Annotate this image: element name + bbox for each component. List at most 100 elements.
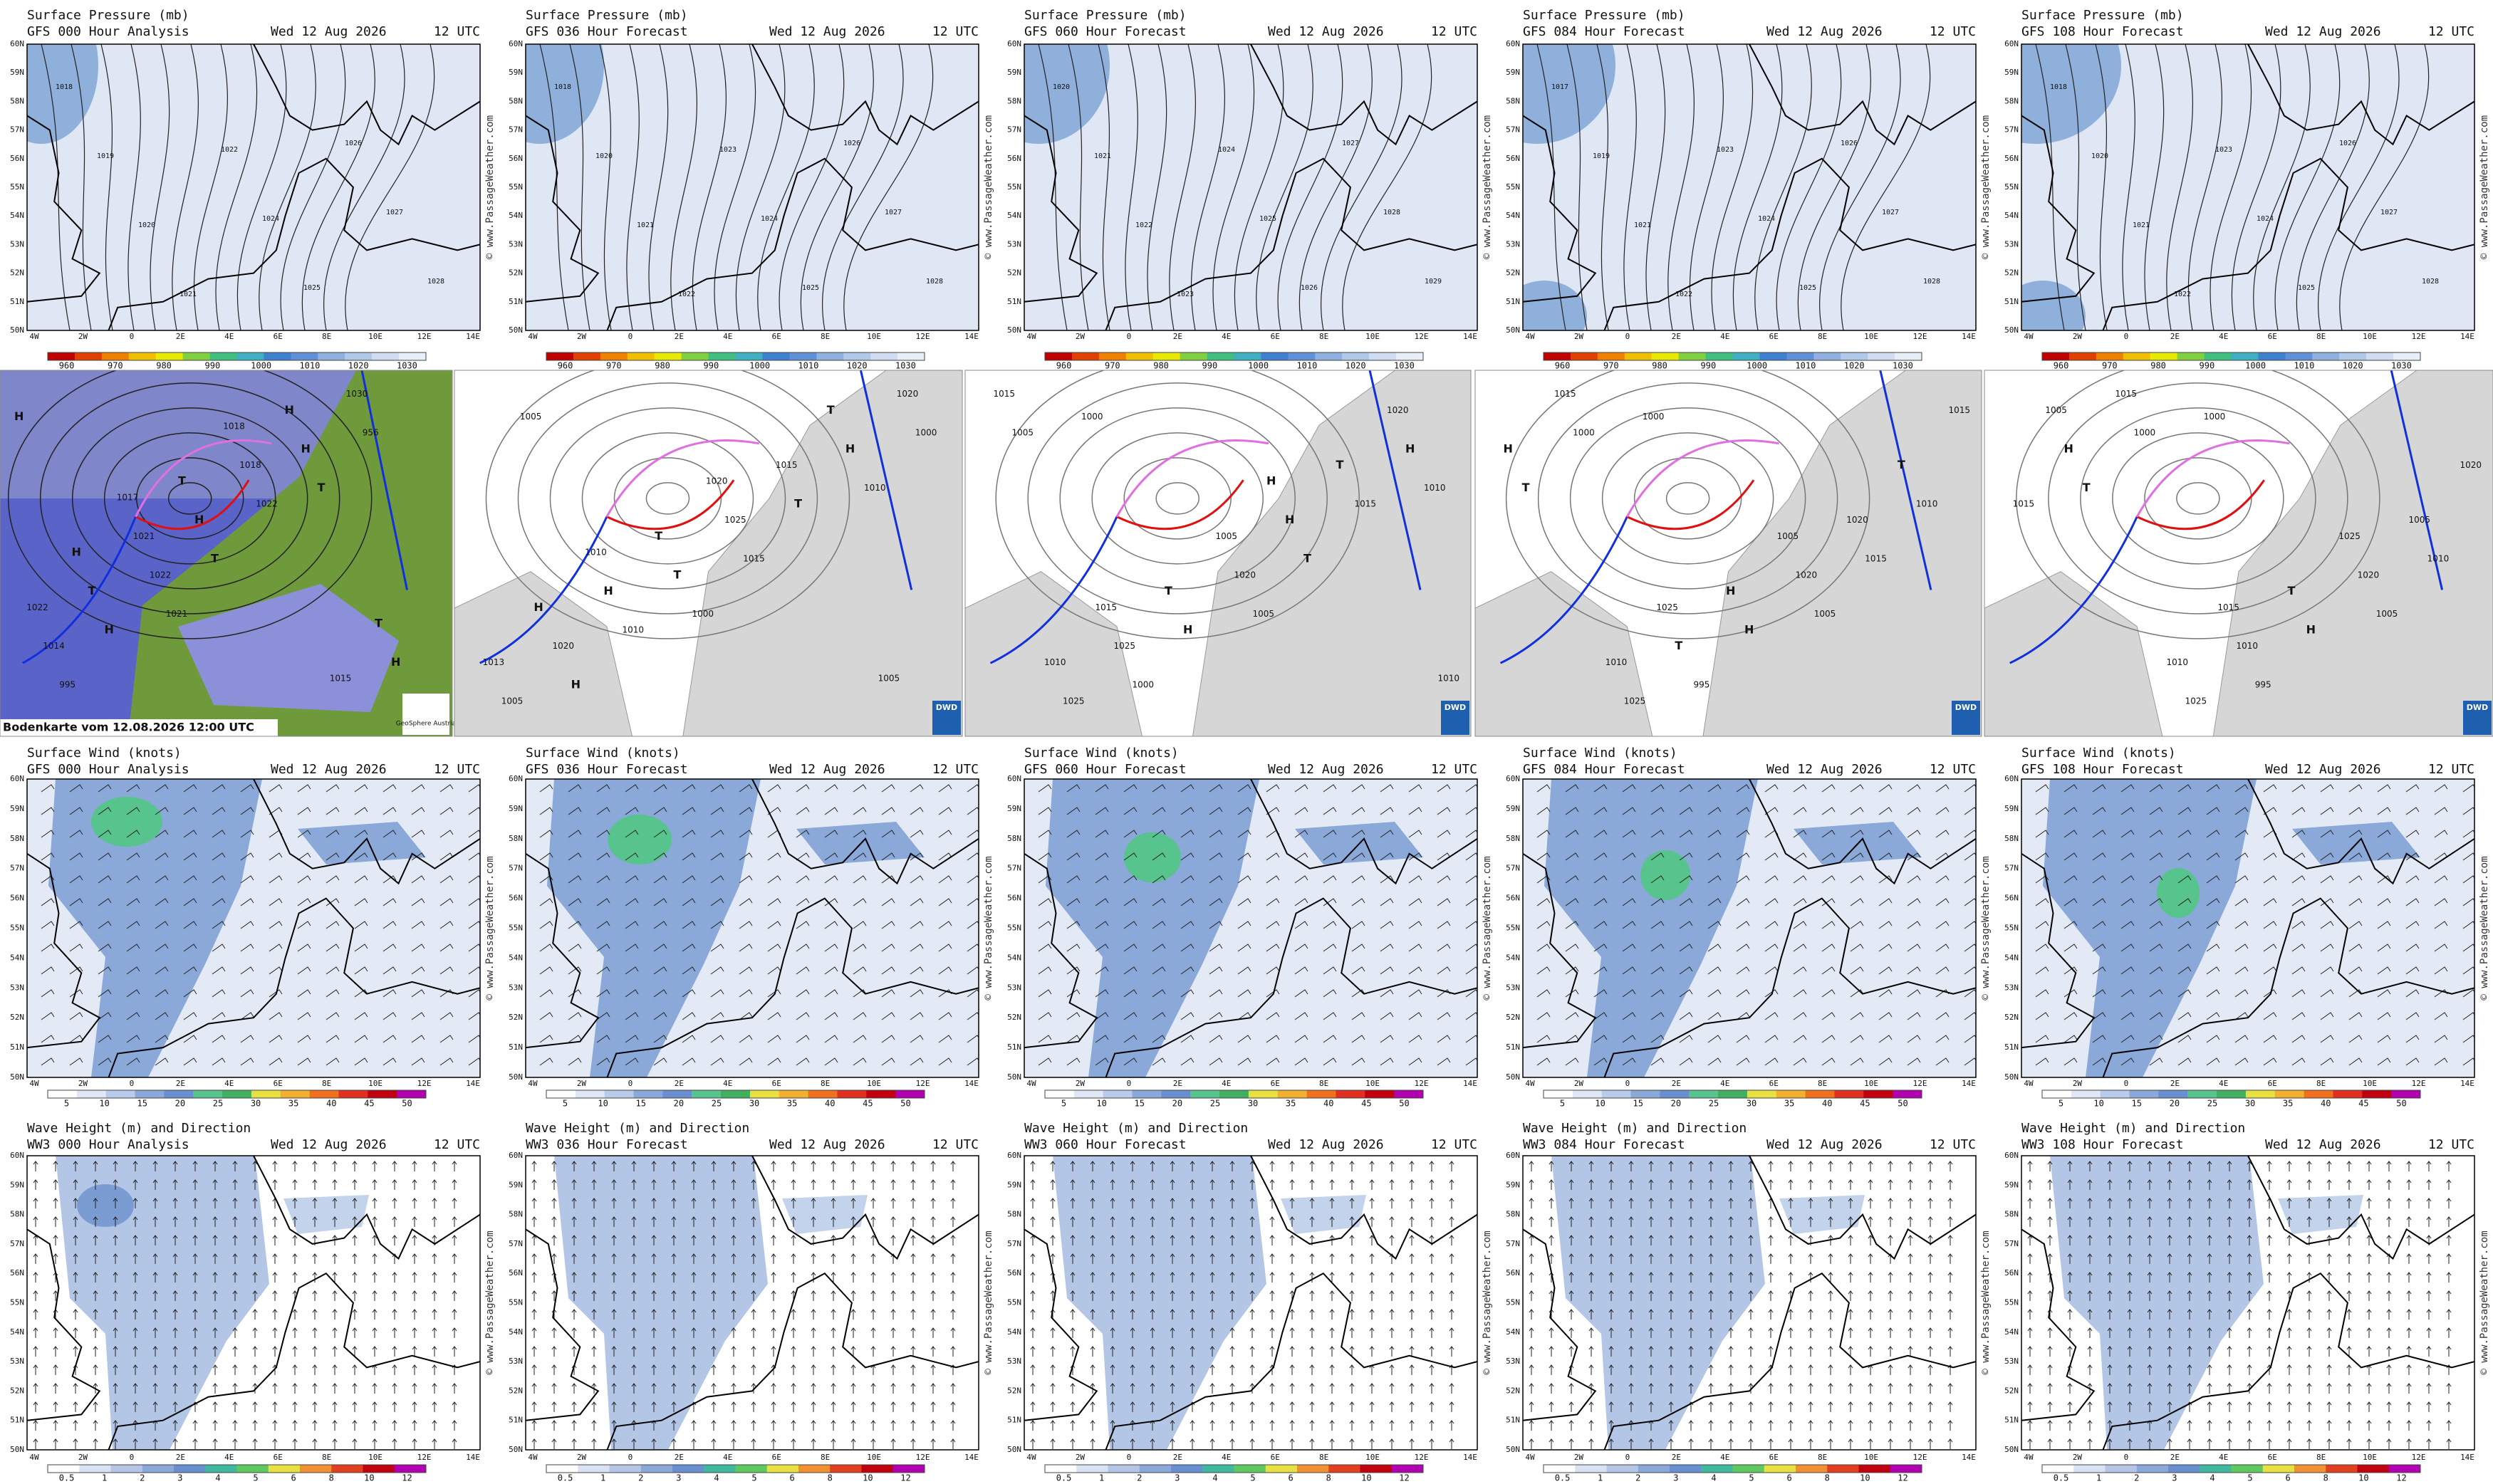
wind-barb (1266, 898, 1280, 906)
wave-arrow (2027, 1383, 2033, 1394)
wave-arrow (831, 1198, 836, 1208)
wave-arrow (2266, 1253, 2272, 1264)
lon-label: 6E (1769, 1079, 1779, 1088)
wave-arrow (711, 1235, 717, 1245)
watermark: © www.PassageWeather.com (1980, 1230, 1992, 1374)
wave-arrow (1409, 1161, 1415, 1171)
wave-arrow (432, 1327, 437, 1338)
wind-barb (1821, 807, 1836, 815)
wave-arrow (132, 1383, 138, 1394)
wave-arrow (1868, 1272, 1873, 1282)
wave-arrow (232, 1309, 238, 1320)
wave-arrow (551, 1420, 557, 1431)
colorbar-segment (2158, 1090, 2188, 1098)
wind-barb (1878, 830, 1893, 838)
colorbar-segment (604, 1090, 635, 1098)
wave-arrow (212, 1383, 218, 1394)
lon-label: 2E (176, 332, 185, 341)
wave-arrow (2446, 1290, 2452, 1301)
wave-arrow (212, 1327, 218, 1338)
wave-arrow (2207, 1216, 2212, 1227)
wind-barb (1679, 989, 1693, 998)
wind-barb (2035, 1035, 2049, 1043)
wave-arrow (2366, 1179, 2372, 1190)
wind-barb (1209, 875, 1223, 884)
map-frame (525, 778, 979, 1078)
isobar (757, 44, 815, 330)
colorbar-label: 20 (1172, 1099, 1182, 1109)
wave-arrow (1329, 1327, 1335, 1338)
wave-arrow (292, 1401, 298, 1412)
wave-arrow (1369, 1161, 1375, 1171)
wind-barb (155, 921, 169, 929)
wave-arrow (691, 1290, 697, 1301)
wave-arrow (2386, 1346, 2392, 1357)
isobar (1841, 44, 1931, 330)
wind-barb (1038, 944, 1052, 952)
wind-barb (468, 784, 480, 793)
wave-arrow (531, 1364, 537, 1375)
lon-label: 4W (1525, 332, 1535, 341)
wind-barb (653, 1035, 667, 1043)
wave-arrow (2027, 1364, 2033, 1375)
lon-label: 12E (1415, 1079, 1429, 1088)
colorbar-segment (1045, 352, 1073, 360)
wind-barb (1038, 1012, 1052, 1020)
wave-arrow (1170, 1327, 1175, 1338)
panel-time: 12 UTC (434, 24, 480, 39)
wave-arrow (1130, 1253, 1135, 1264)
wave-arrow (2346, 1216, 2352, 1227)
lon-label: 0 (130, 1079, 135, 1088)
wave-arrow (2406, 1253, 2412, 1264)
wave-arrow (1549, 1235, 1554, 1245)
wave-arrow (1170, 1161, 1175, 1171)
watermark: © www.PassageWeather.com (484, 115, 496, 259)
colorbar-segment (1689, 1090, 1719, 1098)
wave-arrow (2087, 1364, 2093, 1375)
wind-barb (126, 989, 140, 998)
wave-arrow (2386, 1235, 2392, 1245)
wind-barb (2263, 1057, 2277, 1066)
colorbar-label: 0.5 (2054, 1473, 2069, 1483)
wave-arrow (611, 1161, 617, 1171)
wave-arrow (192, 1420, 198, 1431)
wind-barb (126, 875, 140, 884)
wave-arrow (272, 1420, 278, 1431)
wave-arrow (1588, 1438, 1594, 1449)
wave-arrow (1888, 1290, 1893, 1301)
wave-arrow (73, 1401, 78, 1412)
colorbar-segment (2177, 352, 2205, 360)
analysis-chart: 100510001010H101510001010T1005TH10201025… (454, 370, 963, 737)
colorbar-segment (704, 1465, 736, 1473)
wave-arrow (1429, 1438, 1435, 1449)
wave-arrow (1389, 1364, 1395, 1375)
wind-barb (1095, 898, 1109, 906)
wave-arrow (591, 1216, 597, 1227)
wave-arrow (452, 1198, 457, 1208)
wind-barb (1878, 807, 1893, 815)
lon-label: 0 (1625, 1079, 1630, 1088)
panel-date: Wed 12 Aug 2026 (769, 24, 885, 39)
lon-label: 4W (29, 1453, 39, 1462)
lon-label: 12E (916, 1079, 930, 1088)
lon-label: 10E (368, 1079, 382, 1088)
wind-barb (1294, 898, 1308, 906)
wind-barb (682, 1057, 696, 1066)
wind-barb (1038, 898, 1052, 906)
wave-arrow (312, 1383, 318, 1394)
wave-arrow (2147, 1198, 2153, 1208)
wave-arrow (1848, 1346, 1853, 1357)
wave-arrow (172, 1290, 178, 1301)
pressure-centre: T (375, 616, 382, 629)
colorbar-label: 45 (2358, 1099, 2368, 1109)
wind-barb (41, 898, 55, 906)
panel-subtitle: GFS 060 Hour Forecast (1024, 24, 1187, 39)
isobar-label: 1005 (1814, 609, 1836, 619)
wind-barb (2035, 898, 2049, 906)
lat-label: 56N (509, 894, 523, 903)
colorbar-segment (155, 352, 184, 360)
wind-barb (1593, 966, 1608, 975)
wave-arrow (1688, 1309, 1694, 1320)
wave-arrow (2266, 1327, 2272, 1338)
